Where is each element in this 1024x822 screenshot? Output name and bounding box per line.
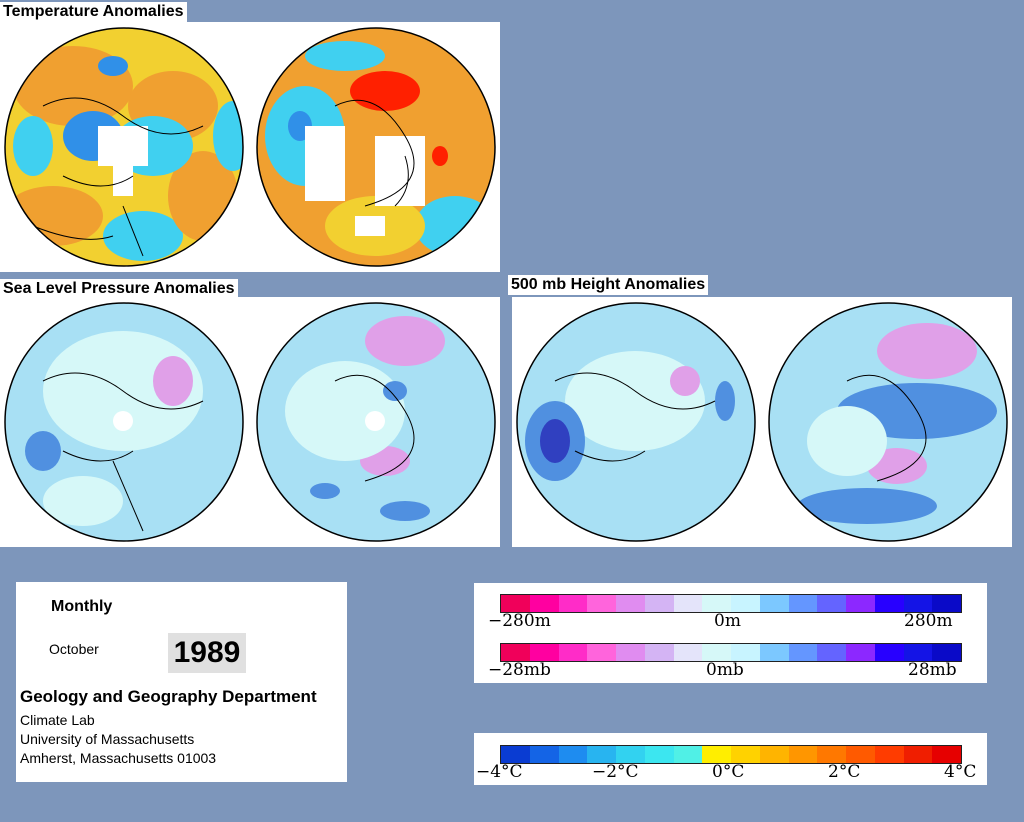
temperature-label-m4: −4°C [476,762,523,782]
colorbar-swatch [788,644,818,661]
colorbar-swatch [874,644,904,661]
colorbar-swatch [874,746,904,763]
colorbar-swatch [759,595,789,612]
colorbar-swatch [558,746,588,763]
colorbar-swatch [846,644,875,661]
height-center-label: 0m [714,611,741,631]
colorbar-swatch [932,644,961,661]
colorbar-swatch [788,746,818,763]
colorbar-swatch [529,746,559,763]
lab-label: Climate Lab [20,712,95,728]
height-pressure-legend: −280m 0m 280m −28mb 0mb 28mb [474,583,987,683]
height-left-label: −280m [488,611,551,631]
colorbar-swatch [501,644,530,661]
colorbar-swatch [759,644,789,661]
year-label: 1989 [168,633,246,673]
colorbar-swatch [529,595,559,612]
slp-globe-north [3,301,245,543]
temperature-legend: −4°C −2°C 0°C 2°C 4°C [474,733,987,785]
university-label: University of Massachusetts [20,731,195,747]
height-right-label: 280m [904,611,953,631]
colorbar-swatch [788,595,818,612]
colorbar-swatch [673,644,703,661]
pressure-left-label: −28mb [488,660,551,680]
colorbar-swatch [846,746,875,763]
colorbar-swatch [501,746,530,763]
colorbar-swatch [731,644,760,661]
colorbar-swatch [587,595,616,612]
colorbar-swatch [616,746,645,763]
colorbar-swatch [587,746,616,763]
colorbar-swatch [616,644,645,661]
info-box: Monthly October 1989 Geology and Geograp… [16,582,347,782]
period-label: Monthly [51,598,113,615]
colorbar-swatch [529,644,559,661]
temperature-title: Temperature Anomalies [0,2,187,22]
temperature-label-2: 2°C [828,762,861,782]
colorbar-swatch [587,644,616,661]
colorbar-swatch [673,746,703,763]
pressure-colorbar [500,643,962,662]
colorbar-swatch [644,746,674,763]
colorbar-swatch [817,644,846,661]
temperature-colorbar [500,745,962,764]
colorbar-swatch [903,595,933,612]
colorbar-swatch [558,644,588,661]
colorbar-swatch [874,595,904,612]
colorbar-swatch [558,595,588,612]
department-label: Geology and Geography Department [20,687,317,706]
colorbar-swatch [731,595,760,612]
colorbar-swatch [702,595,731,612]
temperature-label-4: 4°C [944,762,977,782]
colorbar-swatch [644,595,674,612]
slp-title: Sea Level Pressure Anomalies [0,279,238,299]
colorbar-swatch [903,644,933,661]
pressure-center-label: 0mb [706,660,744,680]
temperature-label-0: 0°C [712,762,745,782]
colorbar-swatch [817,746,846,763]
colorbar-swatch [932,746,961,763]
colorbar-swatch [817,595,846,612]
slp-globe-south [255,301,497,543]
colorbar-swatch [759,746,789,763]
height-colorbar [500,594,962,613]
colorbar-swatch [702,644,731,661]
temperature-globe-north [3,26,245,268]
address-label: Amherst, Massachusetts 01003 [20,750,217,766]
h500-globe-north [515,301,757,543]
temperature-globe-south [255,26,497,268]
colorbar-swatch [673,595,703,612]
colorbar-swatch [932,595,961,612]
colorbar-swatch [903,746,933,763]
colorbar-swatch [501,595,530,612]
colorbar-swatch [731,746,760,763]
colorbar-swatch [616,595,645,612]
h500-globe-south [767,301,1009,543]
colorbar-swatch [702,746,731,763]
h500-title: 500 mb Height Anomalies [508,275,709,295]
colorbar-swatch [846,595,875,612]
month-label: October [49,641,99,657]
colorbar-swatch [644,644,674,661]
pressure-right-label: 28mb [908,660,957,680]
temperature-label-m2: −2°C [592,762,639,782]
